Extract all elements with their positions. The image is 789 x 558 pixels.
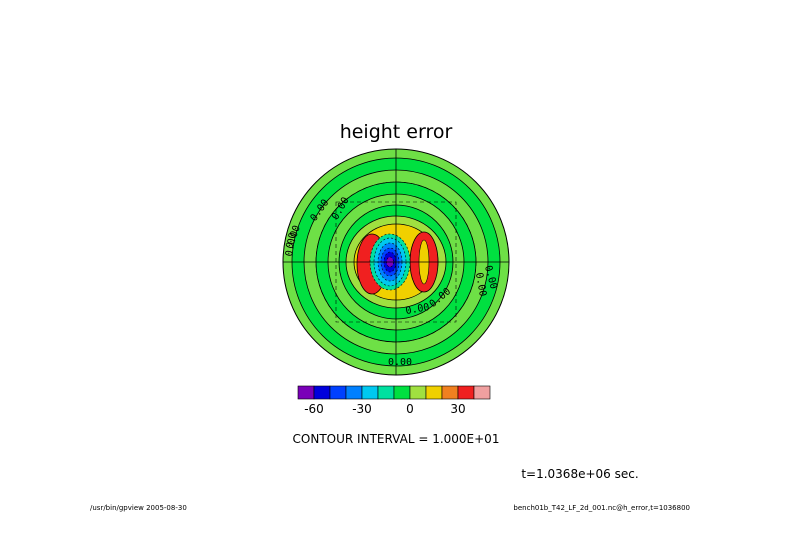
colorbar-swatch [473, 385, 491, 400]
disk-outline [282, 148, 510, 376]
contour-label: 0.00 [473, 272, 488, 298]
colorbar-swatch [313, 385, 331, 400]
footer-left: /usr/bin/gpview 2005-08-30 [90, 504, 187, 512]
contour-interval-text: CONTOUR INTERVAL = 1.000E+01 [293, 432, 500, 446]
contour-label: 0.00 [405, 302, 431, 317]
colorbar-tick-label: 0 [406, 402, 414, 416]
colorbar-swatch [457, 385, 475, 400]
contour-label: 0.00 [284, 232, 299, 258]
colorbar [297, 385, 491, 400]
contour-labels: 0.000.000.000.000.000.000.000.000.00 [284, 196, 499, 368]
map-disk: 0.000.000.000.000.000.000.000.000.00 [282, 148, 510, 376]
colorbar-swatch [441, 385, 459, 400]
chart-title: height error [340, 121, 453, 143]
colorbar-swatch [377, 385, 395, 400]
colorbar-tick-label: 30 [450, 402, 465, 416]
graticule-square [335, 201, 457, 323]
colorbar-swatch [297, 385, 315, 400]
colorbar-tick-label: -30 [352, 402, 372, 416]
colorbar-ticks: -60 -30 0 30 [304, 402, 465, 416]
colorbar-swatch [409, 385, 427, 400]
colorbar-swatch [345, 385, 363, 400]
colorbar-tick-label: -60 [304, 402, 324, 416]
colorbar-swatch [361, 385, 379, 400]
graticule [283, 149, 509, 375]
contour-label: 0.00 [388, 357, 412, 368]
time-label: t=1.0368e+06 sec. [521, 467, 638, 481]
colorbar-swatch [329, 385, 347, 400]
colorbar-swatch [425, 385, 443, 400]
colorbar-swatch [393, 385, 411, 400]
graticule-parallel [315, 181, 477, 343]
footer-right: bench01b_T42_LF_2d_001.nc@h_error,t=1036… [513, 504, 690, 512]
